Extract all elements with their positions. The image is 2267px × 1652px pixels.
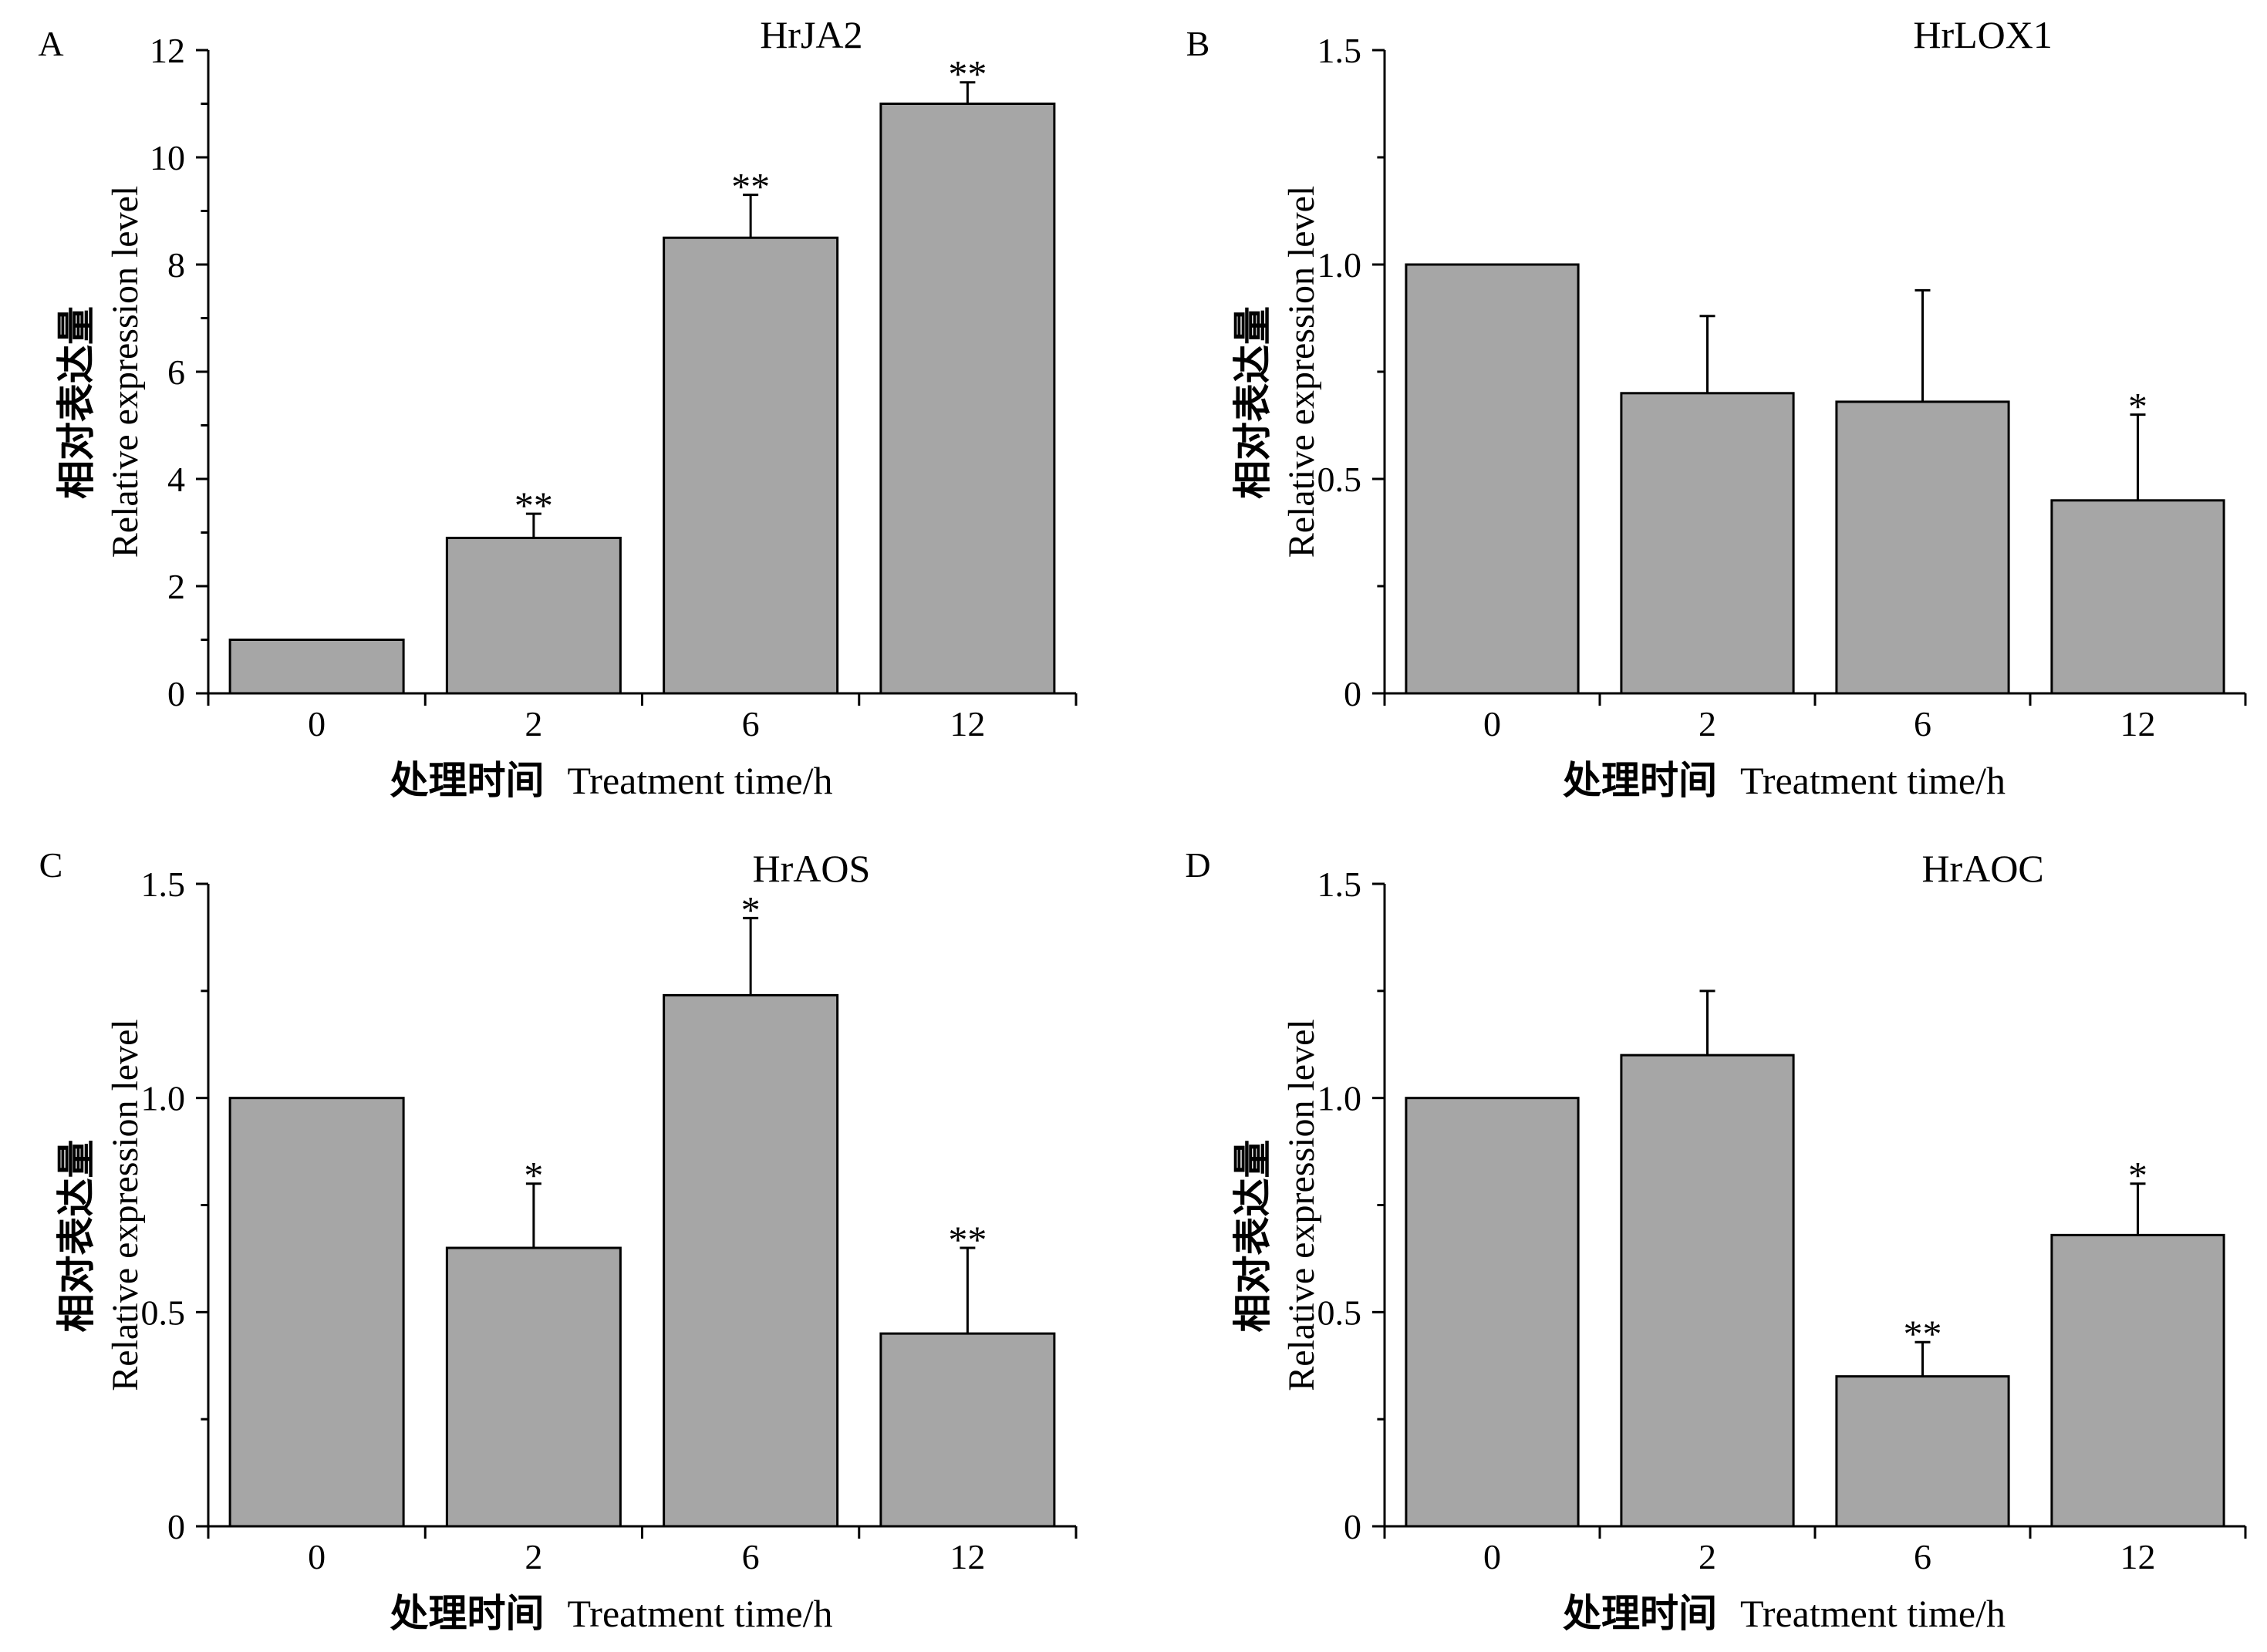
bar <box>2050 499 2225 695</box>
bar <box>879 103 1056 695</box>
y-axis-title-cn: 相对表达量 <box>1230 306 1275 499</box>
significance-mark: ** <box>731 165 770 208</box>
x-tick-label: 6 <box>1914 1537 1931 1576</box>
y-tick-label: 4 <box>167 460 185 499</box>
significance-mark: * <box>741 888 761 931</box>
y-tick-label: 6 <box>167 352 185 392</box>
bar <box>1620 392 1795 695</box>
x-tick-label: 2 <box>1699 704 1716 743</box>
x-axis-title-en: Treatment time/h <box>1740 759 2006 802</box>
y-tick-label: 12 <box>150 31 185 70</box>
x-tick-label: 12 <box>950 704 985 743</box>
y-tick-label: 1.0 <box>141 1079 186 1118</box>
bar <box>663 993 839 1528</box>
bar <box>1405 1097 1580 1528</box>
x-axis-title-en: Treatment time/h <box>1740 1592 2006 1635</box>
x-tick-label: 0 <box>308 1537 326 1576</box>
significance-mark: ** <box>948 52 987 96</box>
x-tick-label: 2 <box>525 704 542 743</box>
x-axis-title-cn: 处理时间 <box>1563 1591 1717 1636</box>
bar <box>1835 400 2010 695</box>
bar <box>228 639 405 695</box>
significance-mark: ** <box>514 484 553 527</box>
panel-label: B <box>1186 24 1210 63</box>
significance-mark: * <box>524 1154 543 1197</box>
x-tick-label: 2 <box>1699 1537 1716 1576</box>
y-tick-label: 0 <box>1344 674 1361 713</box>
y-axis-title-en: Relative expression level <box>105 1019 146 1391</box>
x-tick-label: 6 <box>1914 704 1931 743</box>
y-axis-title-en: Relative expression level <box>1281 1019 1322 1391</box>
y-tick-label: 0.5 <box>141 1293 186 1332</box>
panel-label: A <box>38 24 63 63</box>
bar <box>228 1097 405 1528</box>
x-axis-title: 处理时间 Treatment time/h <box>1563 1591 2006 1636</box>
x-tick-label: 0 <box>308 704 326 743</box>
x-axis-title-en: Treatment time/h <box>568 759 833 802</box>
bar <box>1405 263 1580 695</box>
y-tick-label: 10 <box>150 138 185 177</box>
bar <box>2050 1233 2225 1528</box>
x-tick-label: 6 <box>742 1537 760 1576</box>
y-tick-label: 1.0 <box>1317 1079 1362 1118</box>
significance-mark: ** <box>948 1218 987 1261</box>
bar <box>445 1246 622 1528</box>
x-tick-label: 2 <box>525 1537 542 1576</box>
significance-mark: * <box>2128 385 2147 428</box>
y-tick-label: 1.5 <box>1317 31 1362 70</box>
chart-title: HrJA2 <box>760 13 862 56</box>
x-tick-label: 0 <box>1483 704 1501 743</box>
chart-title: HrLOX1 <box>1913 13 2053 56</box>
chart-title: HrAOC <box>1921 847 2043 890</box>
y-axis-title-en: Relative expression level <box>1281 186 1322 558</box>
x-axis-title: 处理时间 Treatment time/h <box>390 758 833 803</box>
x-tick-label: 12 <box>2120 1537 2156 1576</box>
bar <box>1620 1054 1795 1528</box>
y-tick-label: 0.5 <box>1317 1293 1362 1332</box>
panel-label: D <box>1185 845 1210 885</box>
x-axis-title-cn: 处理时间 <box>390 1591 545 1636</box>
y-axis-title-cn: 相对表达量 <box>54 306 99 499</box>
significance-mark: * <box>2128 1154 2147 1197</box>
y-axis-title-cn: 相对表达量 <box>54 1140 99 1333</box>
y-tick-label: 1.5 <box>1317 865 1362 904</box>
panel-label: C <box>39 845 63 885</box>
x-tick-label: 6 <box>742 704 760 743</box>
chart-title: HrAOS <box>752 847 870 890</box>
x-tick-label: 0 <box>1483 1537 1501 1576</box>
y-axis-title-cn: 相对表达量 <box>1230 1140 1275 1333</box>
bar <box>1835 1375 2010 1528</box>
y-axis-title-en: Relative expression level <box>105 186 146 558</box>
x-tick-label: 12 <box>2120 704 2156 743</box>
y-tick-label: 0 <box>1344 1507 1361 1546</box>
y-tick-label: 0 <box>167 674 185 713</box>
significance-mark: ** <box>1904 1312 1942 1355</box>
y-tick-label: 0.5 <box>1317 460 1362 499</box>
y-tick-label: 1.0 <box>1317 245 1362 285</box>
y-tick-label: 2 <box>167 567 185 606</box>
y-tick-label: 0 <box>167 1507 185 1546</box>
x-axis-title-cn: 处理时间 <box>390 758 545 803</box>
bar <box>445 536 622 695</box>
x-tick-label: 12 <box>950 1537 985 1576</box>
x-axis-title-cn: 处理时间 <box>1563 758 1717 803</box>
x-axis-title: 处理时间 Treatment time/h <box>1563 758 2006 803</box>
bar <box>663 236 839 695</box>
x-axis-title: 处理时间 Treatment time/h <box>390 1591 833 1636</box>
bar <box>879 1332 1056 1528</box>
y-tick-label: 8 <box>167 245 185 285</box>
x-axis-title-en: Treatment time/h <box>568 1592 833 1635</box>
y-tick-label: 1.5 <box>141 865 186 904</box>
